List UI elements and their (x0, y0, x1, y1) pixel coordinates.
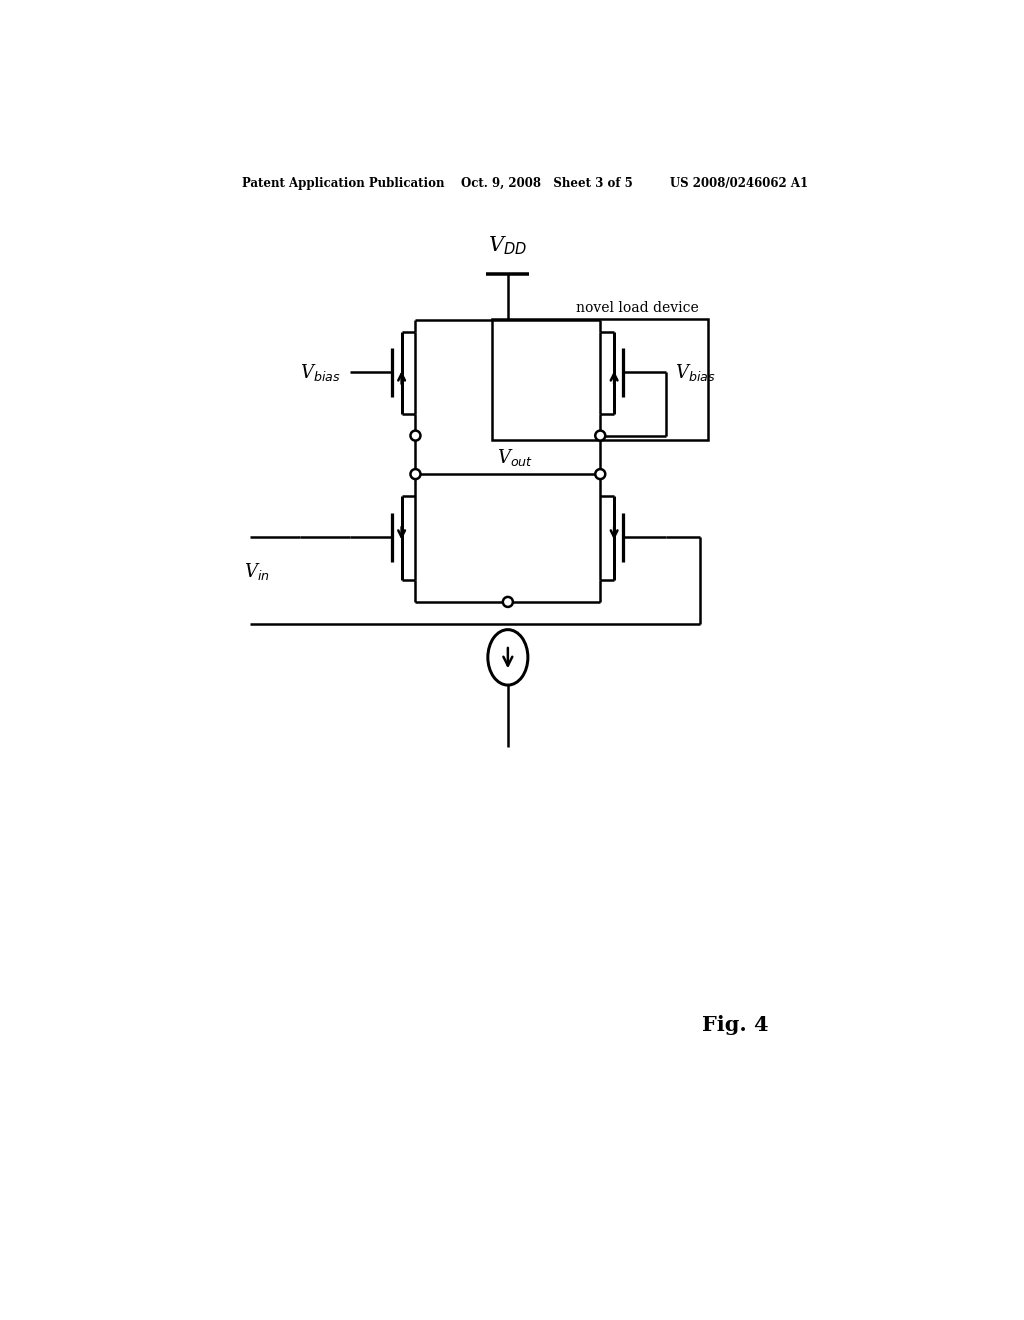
Text: V$_{bias}$: V$_{bias}$ (675, 362, 716, 383)
Text: V$_{in}$: V$_{in}$ (244, 561, 269, 582)
Ellipse shape (487, 630, 528, 685)
Text: Patent Application Publication    Oct. 9, 2008   Sheet 3 of 5         US 2008/02: Patent Application Publication Oct. 9, 2… (242, 177, 808, 190)
Circle shape (595, 430, 605, 441)
Circle shape (411, 430, 421, 441)
Text: V$_{bias}$: V$_{bias}$ (300, 362, 341, 383)
Text: V$_{DD}$: V$_{DD}$ (488, 235, 527, 257)
Text: Fig. 4: Fig. 4 (701, 1015, 768, 1035)
Bar (493, 318, 708, 441)
Circle shape (411, 469, 421, 479)
Text: V$_{out}$: V$_{out}$ (498, 447, 534, 469)
Circle shape (503, 597, 513, 607)
Circle shape (595, 469, 605, 479)
Text: novel load device: novel load device (577, 301, 698, 315)
